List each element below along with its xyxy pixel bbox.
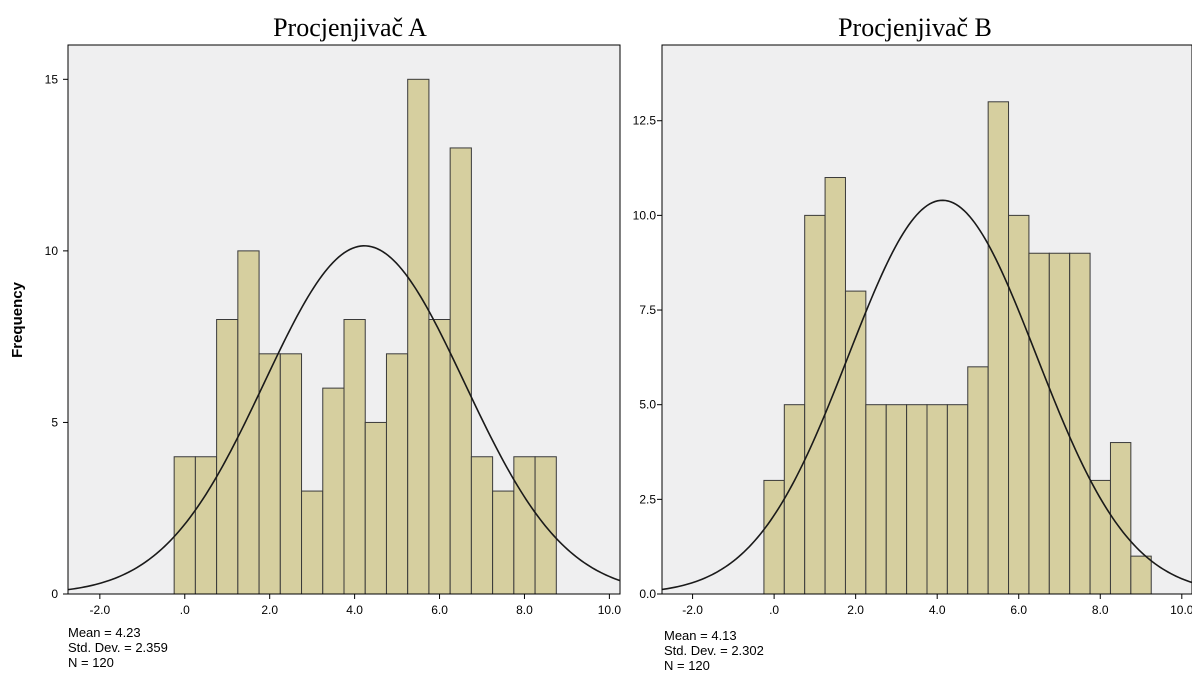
histogram-bar (428, 319, 451, 595)
x-tick-label: 8.0 (516, 603, 533, 617)
y-tick-label: 5 (51, 415, 58, 429)
x-tick-label: 2.0 (847, 603, 864, 617)
histogram-bar (492, 490, 515, 595)
y-tick-label: 0 (51, 587, 58, 601)
x-tick-label: 8.0 (1092, 603, 1109, 617)
histogram-bar (343, 319, 366, 595)
histogram-bar (258, 353, 281, 595)
x-tick-label: -2.0 (90, 603, 111, 617)
stat-std-dev: Std. Dev. = 2.359 (68, 640, 168, 655)
stat-mean: Mean = 4.13 (664, 628, 737, 643)
y-tick-label: 15 (45, 72, 59, 86)
histogram-bar (824, 177, 846, 595)
normal-curve (661, 199, 1192, 591)
x-tick-label: .0 (769, 603, 779, 617)
histogram-bar (470, 456, 494, 595)
stat-n: N = 120 (68, 655, 114, 670)
histogram-bar (946, 404, 969, 595)
x-tick-label: 4.0 (346, 603, 363, 617)
y-tick-label: 7.5 (639, 303, 656, 317)
histogram-bar (804, 214, 826, 595)
histogram-bar (885, 404, 908, 595)
histogram-bar (865, 404, 887, 595)
x-tick-label: 10.0 (598, 603, 622, 617)
histogram-bar (926, 404, 948, 595)
x-tick-label: 4.0 (929, 603, 946, 617)
histogram-bar (449, 147, 472, 595)
histogram-bar (407, 78, 430, 595)
histogram-bar (1028, 252, 1050, 595)
x-tick-label: 10.0 (1170, 603, 1192, 617)
x-tick-label: -2.0 (682, 603, 703, 617)
y-tick-label: 10 (45, 244, 59, 258)
histogram-bar (783, 404, 806, 595)
histogram-bar (385, 353, 409, 595)
x-tick-label: 6.0 (1010, 603, 1027, 617)
histogram-bar (237, 250, 260, 595)
histogram-procjenjivac-a: Procjenjivač A Frequency -2.0 .0 2.0 4.0 6.0… (9, 13, 621, 670)
normal-curve (67, 245, 621, 591)
histogram-bar (279, 353, 303, 595)
stat-std-dev: Std. Dev. = 2.302 (664, 643, 764, 658)
histogram-bar (906, 404, 928, 595)
y-tick-label: 12.5 (633, 114, 657, 128)
histogram-bar (1069, 252, 1091, 595)
histogram-bar (763, 479, 785, 595)
x-tick-label: .0 (180, 603, 190, 617)
y-axis-label: Frequency (9, 281, 26, 358)
histogram-bar (1048, 252, 1071, 595)
chart-title: Procjenjivač B (838, 13, 992, 42)
histogram-bar (987, 101, 1010, 595)
histogram-bar (301, 490, 324, 595)
y-tick-label: 10.0 (633, 208, 657, 222)
y-tick-label: 0.0 (639, 587, 656, 601)
chart-title: Procjenjivač A (273, 13, 427, 42)
histogram-bar (1130, 555, 1152, 595)
y-tick-label: 5.0 (639, 398, 656, 412)
histogram-bar (967, 366, 989, 595)
histogram-procjenjivac-b: Procjenjivač B -2.0 .0 2.0 4.0 6.0 8.0 10.0 0.0… (633, 13, 1192, 673)
x-tick-label: 6.0 (431, 603, 448, 617)
histogram-bar (1008, 214, 1030, 595)
histogram-bar (364, 421, 387, 595)
histogram-bar (322, 387, 345, 595)
y-tick-label: 2.5 (639, 492, 656, 506)
histogram-bar (194, 456, 218, 595)
stat-n: N = 120 (664, 658, 710, 673)
x-tick-label: 2.0 (261, 603, 278, 617)
histogram-bar (513, 456, 536, 595)
stat-mean: Mean = 4.23 (68, 625, 141, 640)
